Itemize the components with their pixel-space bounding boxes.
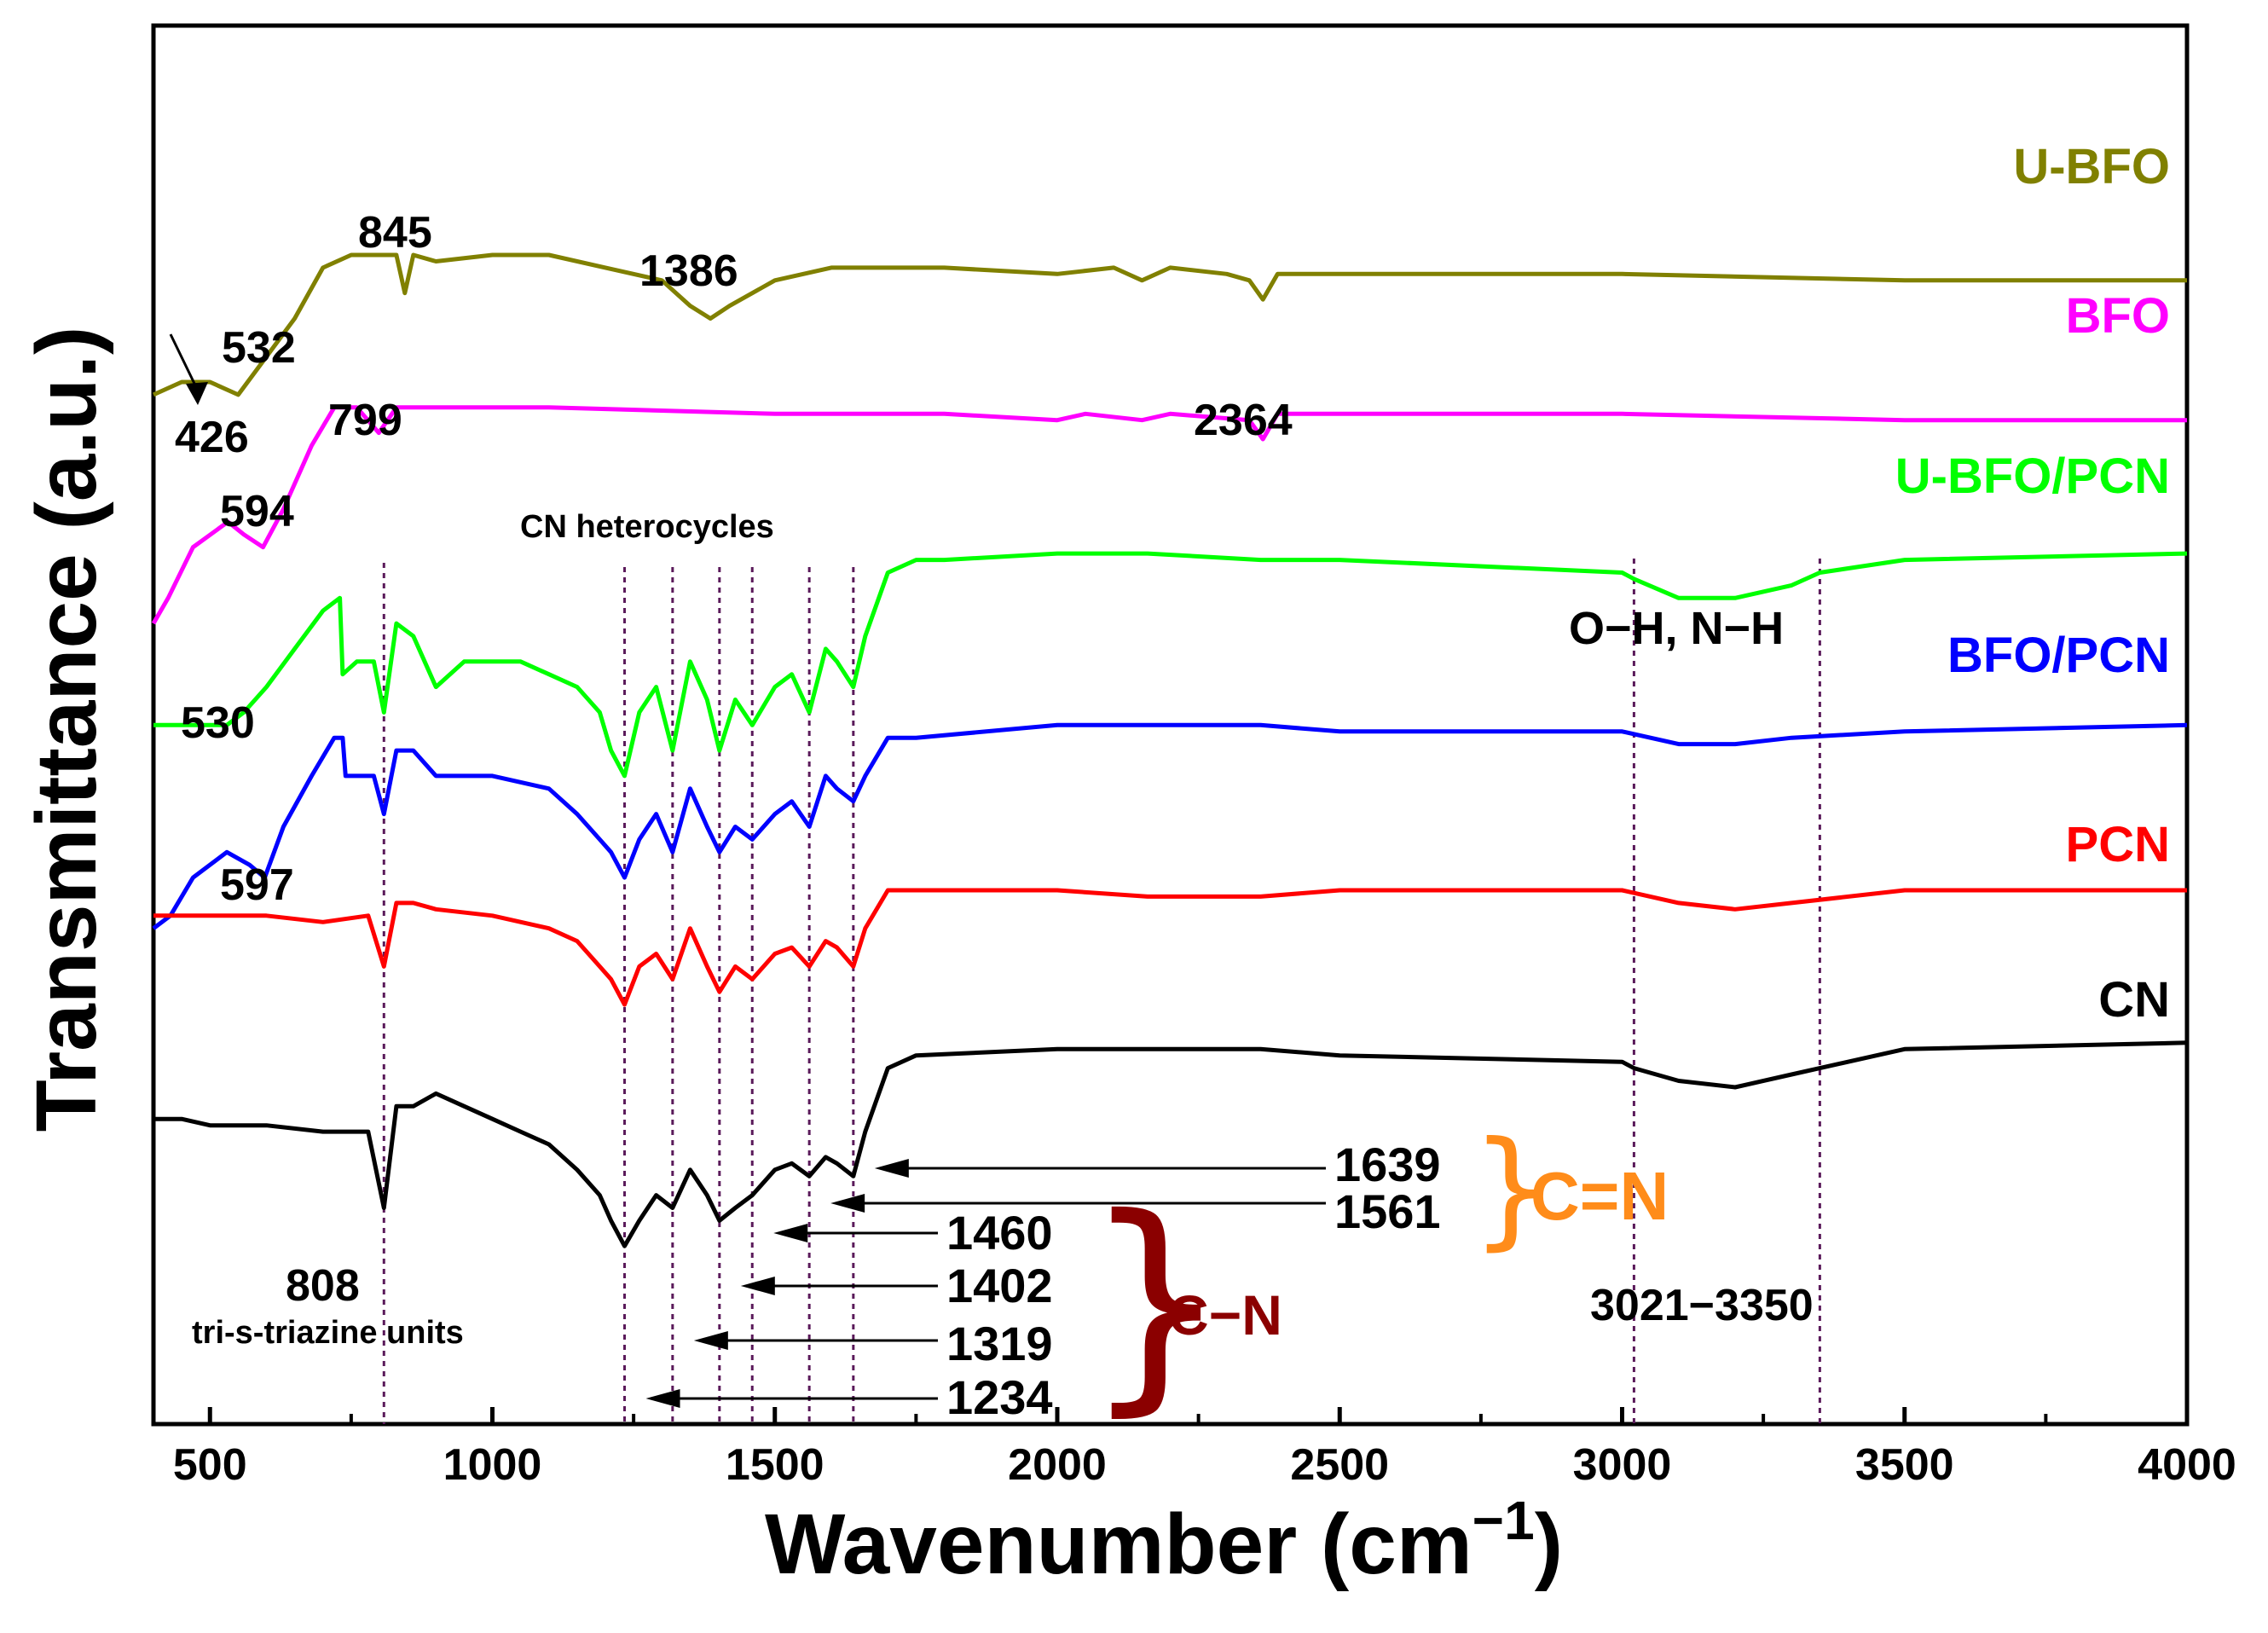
peak-label-1402: 1402	[946, 1259, 1053, 1312]
peak-label-1561: 1561	[1334, 1184, 1441, 1238]
arrow-head-1402	[740, 1277, 775, 1295]
x-tick-label-2000: 2000	[1008, 1440, 1107, 1490]
annotation-tri-s-triazine: tri-s-triazine units	[192, 1315, 464, 1351]
peak-label-3021-3350: 3021−3350	[1590, 1281, 1814, 1330]
x-tick-label-1500: 1500	[726, 1440, 824, 1490]
peak-label-530: 530	[181, 698, 255, 748]
peak-label-1386: 1386	[639, 246, 738, 296]
x-tick-label-4000: 4000	[2138, 1440, 2236, 1490]
y-axis-title: Transmittance (a.u.)	[19, 327, 114, 1132]
arrow-head-1234	[645, 1389, 680, 1408]
peak-label-1639: 1639	[1334, 1138, 1441, 1191]
series-line-cn	[153, 1040, 2188, 1248]
series-line-pcn	[153, 888, 2187, 1007]
series-line-u-bfo	[152, 252, 2187, 397]
x-axis-title-close: )	[1535, 1497, 1563, 1592]
peak-label-2364: 2364	[1194, 396, 1293, 445]
peak-label-799: 799	[328, 396, 402, 445]
series-labels: U-BFO BFO U-BFO/PCN BFO/PCN PCN CN	[1895, 139, 2170, 1028]
arrow-head-1639	[874, 1159, 909, 1178]
x-tick-label-3500: 3500	[1855, 1440, 1954, 1490]
x-tick-label-1000: 1000	[443, 1440, 542, 1490]
peak-label-845: 845	[358, 208, 432, 258]
peak-label-808: 808	[286, 1261, 360, 1311]
series-label-u-bfo: U-BFO	[2013, 139, 2170, 194]
peak-label-1460: 1460	[946, 1206, 1053, 1259]
brace-c-eq-n: }	[1471, 1115, 1552, 1263]
series-label-bfo: BFO	[2066, 288, 2170, 344]
peak-label-1319: 1319	[946, 1317, 1053, 1370]
series-label-bfo-pcn: BFO/PCN	[1947, 628, 2170, 683]
x-tick-label-2500: 2500	[1290, 1440, 1389, 1490]
annotation-c-eq-n: C=N	[1530, 1158, 1669, 1234]
annotation-oh-nh: O−H, N−H	[1569, 603, 1784, 654]
peak-label-426: 426	[175, 413, 249, 462]
peak-label-1234: 1234	[946, 1370, 1053, 1424]
series-line-bfo	[151, 405, 2187, 625]
arrow-head-1561	[830, 1194, 865, 1213]
peak-labels: 845 1386 532 426 799 2364 594 530 597 80…	[175, 208, 1814, 1424]
x-tick-label-3000: 3000	[1573, 1440, 1672, 1490]
series-line-bfo-pcn	[152, 722, 2188, 930]
spectra-series	[151, 252, 2188, 1248]
peak-label-594: 594	[220, 487, 294, 536]
x-axis-title: Wavenumber (cm−1)	[765, 1490, 1563, 1592]
x-axis-title-main: Wavenumber (cm	[765, 1497, 1472, 1592]
peak-label-532: 532	[222, 323, 296, 373]
x-axis-ticks: 500 1000 1500 2000 2500 3000 3500 4000	[173, 1159, 2236, 1490]
series-label-u-bfo-pcn: U-BFO/PCN	[1895, 449, 2170, 504]
series-label-pcn: PCN	[2066, 817, 2170, 872]
peak-label-597: 597	[220, 860, 294, 910]
brace-c-n: }	[1083, 1167, 1229, 1436]
x-axis-title-sup: −1	[1472, 1490, 1535, 1551]
annotation-cn-heterocycles: CN heterocycles	[520, 509, 774, 545]
arrow-head-1319	[693, 1331, 728, 1350]
arrow-426	[169, 333, 200, 391]
annotation-c-n: C−N	[1168, 1283, 1282, 1346]
arrow-426-head	[186, 382, 208, 405]
x-tick-label-500: 500	[173, 1440, 247, 1490]
arrow-head-1460	[773, 1224, 808, 1242]
series-line-u-bfo-pcn	[153, 551, 2188, 779]
series-label-cn: CN	[2098, 972, 2170, 1028]
